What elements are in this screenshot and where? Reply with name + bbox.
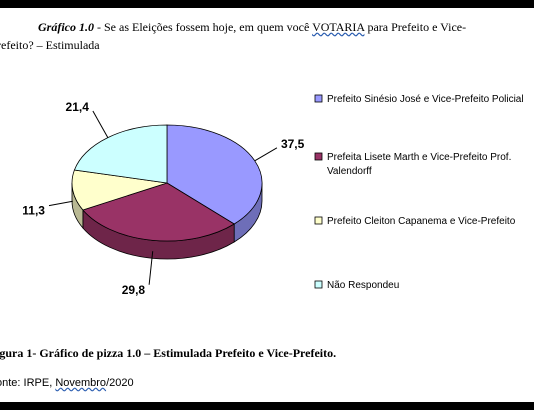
source-suffix: /2020 xyxy=(106,377,134,389)
legend: Prefeito Sinésio José e Vice-Prefeito Po… xyxy=(314,94,524,291)
source-prefix: onte: IRPE, xyxy=(0,377,56,389)
legend-label-3: Não Respondeu xyxy=(327,280,399,291)
top-border xyxy=(0,0,534,8)
value-label-3: 21,4 xyxy=(66,100,90,114)
legend-swatch-2 xyxy=(314,216,323,225)
title-text-b: VOTARIA xyxy=(312,20,365,34)
title-line-2: refeito? – Estimulada xyxy=(0,38,100,52)
bottom-border xyxy=(0,402,534,410)
legend-swatch-3 xyxy=(314,280,323,289)
leader-line-1 xyxy=(148,251,154,285)
pie-slice-0 xyxy=(166,124,263,225)
pie-slice-1 xyxy=(82,182,235,242)
legend-label-2: Prefeito Cleiton Capanema e Vice-Prefeit… xyxy=(327,216,516,227)
legend-label-1: Prefeita Lisete Marth e Vice-Prefeito Pr… xyxy=(327,152,511,163)
legend-label-0: Prefeito Sinésio José e Vice-Prefeito Po… xyxy=(327,94,524,105)
leader-line-0 xyxy=(254,147,278,162)
legend-swatch-1 xyxy=(314,152,323,161)
leader-line-3 xyxy=(92,110,109,138)
value-labels: 37,5 29,8 11,3 21,4 xyxy=(22,100,304,297)
source-month: Novembro xyxy=(55,377,107,389)
title-text-a: - Se as Eleições fossem hoje, em quem vo… xyxy=(94,20,313,34)
title-text-c: para Prefeito e Vice- xyxy=(364,20,467,34)
value-label-1: 29,8 xyxy=(122,283,146,297)
value-label-2: 11,3 xyxy=(22,204,45,218)
figure-source: onte: IRPE, Novembro/2020 xyxy=(0,377,134,389)
pie-group xyxy=(71,124,263,260)
title-line-1: Gráfico 1.0 - Se as Eleições fossem hoje… xyxy=(38,18,466,36)
legend-swatch-0 xyxy=(314,94,323,103)
title-prefix: Gráfico 1.0 xyxy=(38,20,94,34)
value-label-0: 37,5 xyxy=(281,137,305,151)
pie-chart: 37,5 29,8 11,3 21,4 Prefeito Sinésio José e… xyxy=(22,94,524,297)
figure-caption: igura 1- Gráfico de pizza 1.0 – Estimula… xyxy=(0,346,337,360)
leader-line-2 xyxy=(48,200,73,207)
legend-label-1-line-1: Valendorff xyxy=(327,166,372,177)
